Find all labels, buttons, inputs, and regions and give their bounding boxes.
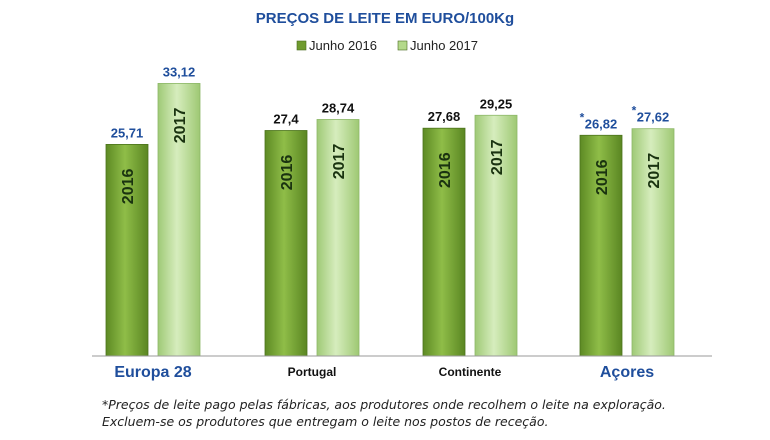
bar-year-label-2017-2: 2017	[489, 139, 506, 175]
value-label-2016-3: 26,82	[585, 116, 618, 131]
legend-label-1: Junho 2017	[410, 38, 478, 53]
footnote: *Preços de leite pago pelas fábricas, ao…	[102, 396, 742, 430]
value-label-2017-0: 33,12	[163, 64, 196, 79]
bar-2017-3	[631, 128, 675, 357]
legend-label-0: Junho 2016	[309, 38, 377, 53]
footnote-line-1: *Preços de leite pago pelas fábricas, ao…	[102, 397, 666, 412]
value-label-2016-2: 27,68	[428, 109, 461, 124]
bar-year-label-2017-0: 2017	[172, 108, 189, 144]
chart-legend: Junho 2016 Junho 2017	[296, 38, 478, 53]
bar-2016-1	[264, 130, 308, 357]
bar-year-label-2016-0: 2016	[120, 169, 137, 205]
value-label-2016-0: 25,71	[111, 125, 144, 140]
bar-year-label-2017-3: 2017	[646, 153, 663, 189]
bar-2017-2	[474, 114, 518, 357]
bar-year-label-2017-1: 2017	[331, 144, 348, 180]
bar-chart: PREÇOS DE LEITE EM EURO/100Kg Junho 2016…	[92, 10, 712, 381]
bars-group: 25,71 2016 33,12 2017 27,4 2016 28,74 2017 27,68…	[105, 64, 675, 357]
category-label-0: Europa 28	[114, 364, 191, 381]
bar-2017-0	[157, 83, 201, 357]
legend-swatch-1	[397, 40, 408, 51]
asterisk-marker-1: *	[632, 104, 637, 118]
footnote-line-2: Excluem-se os produtores que entregam o …	[102, 414, 549, 429]
chart-title: PREÇOS DE LEITE EM EURO/100Kg	[256, 10, 514, 27]
bar-year-label-2016-2: 2016	[437, 152, 454, 188]
bar-year-label-2016-1: 2016	[279, 155, 296, 191]
bar-2017-1	[316, 119, 360, 357]
bar-2016-0	[105, 144, 149, 357]
bar-2016-2	[422, 127, 466, 357]
value-label-2016-1: 27,4	[273, 111, 299, 126]
value-label-2017-1: 28,74	[322, 100, 355, 115]
value-label-2017-2: 29,25	[480, 96, 513, 111]
legend-swatch-0	[296, 40, 307, 51]
category-label-1: Portugal	[288, 365, 337, 379]
category-label-3: Açores	[600, 364, 654, 381]
category-label-2: Continente	[439, 365, 502, 379]
bar-year-label-2016-3: 2016	[594, 159, 611, 195]
category-labels: Europa 28 Portugal Continente Açores	[114, 364, 654, 381]
value-label-2017-3: 27,62	[637, 110, 670, 125]
asterisk-marker-0: *	[580, 110, 585, 124]
